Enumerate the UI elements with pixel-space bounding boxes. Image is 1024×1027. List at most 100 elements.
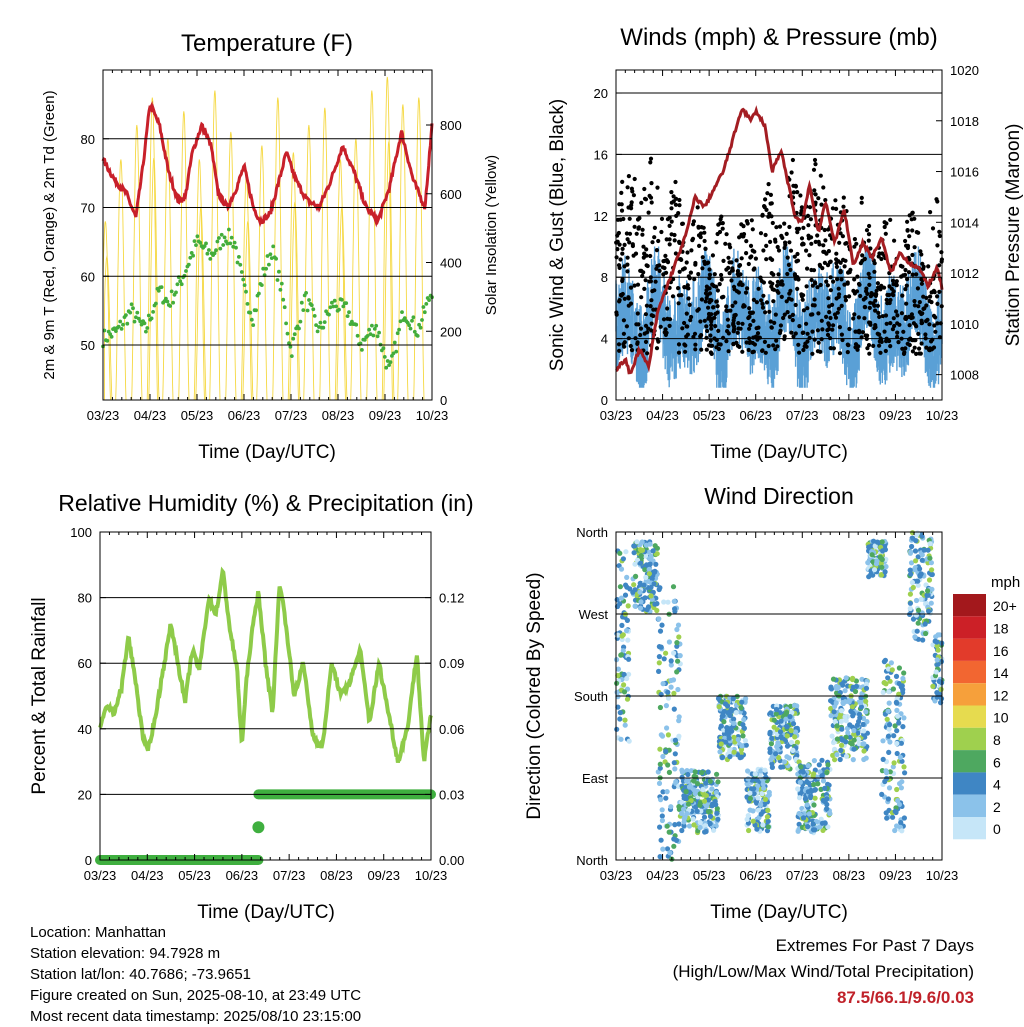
gust-point xyxy=(834,261,839,266)
direction-point xyxy=(637,589,643,595)
direction-point xyxy=(646,566,652,573)
gust-point xyxy=(676,286,681,291)
gust-point xyxy=(660,265,666,270)
dewpoint-point xyxy=(299,300,304,305)
direction-point xyxy=(894,707,900,714)
gust-point xyxy=(702,318,707,323)
gust-point xyxy=(801,225,806,230)
gust-point xyxy=(815,233,820,238)
gust-point xyxy=(686,296,691,301)
gust-point xyxy=(813,162,818,167)
gust-point xyxy=(895,330,900,335)
direction-point xyxy=(768,710,774,716)
gust-point xyxy=(896,340,901,345)
gust-point xyxy=(644,247,649,252)
direction-point xyxy=(901,815,908,821)
direction-point xyxy=(883,810,889,816)
gust-point xyxy=(741,304,746,309)
gust-point xyxy=(819,318,824,323)
direction-point xyxy=(824,796,830,802)
dewpoint-point xyxy=(354,322,359,327)
direction-point xyxy=(679,769,686,775)
direction-point xyxy=(896,801,903,808)
gust-point xyxy=(793,331,798,336)
gust-point xyxy=(618,217,623,222)
dewpoint-point xyxy=(388,360,393,364)
direction-point xyxy=(647,541,653,547)
gust-point xyxy=(885,292,890,297)
direction-point xyxy=(805,824,811,830)
gust-point xyxy=(799,208,804,213)
dewpoint-point xyxy=(249,317,254,322)
gust-point xyxy=(648,160,653,165)
gust-point xyxy=(617,298,622,303)
gust-point xyxy=(813,192,818,197)
gust-point xyxy=(894,309,899,314)
gust-point xyxy=(930,226,936,231)
direction-point xyxy=(697,802,703,808)
gust-point xyxy=(714,240,719,245)
direction-point xyxy=(664,823,670,829)
gust-point xyxy=(923,332,928,337)
direction-point xyxy=(895,713,901,719)
gust-point xyxy=(933,329,938,334)
gust-point xyxy=(842,282,847,287)
direction-point xyxy=(843,675,849,681)
direction-point xyxy=(909,579,916,586)
direction-point xyxy=(834,752,840,758)
gust-point xyxy=(693,260,698,266)
gust-point xyxy=(744,251,749,256)
gust-point xyxy=(822,260,828,265)
dewpoint-point xyxy=(149,316,154,321)
winds-ytick-label: 16 xyxy=(594,147,608,162)
gust-point xyxy=(875,303,881,308)
direction-point xyxy=(713,790,720,796)
dewpoint-point xyxy=(135,310,140,315)
winds-ytick-label: 20 xyxy=(594,86,608,101)
direction-point xyxy=(657,746,663,752)
dewpoint-point xyxy=(312,314,317,318)
gust-point xyxy=(816,311,821,316)
direction-point xyxy=(639,547,646,553)
dewpoint-point xyxy=(241,277,246,282)
gust-point xyxy=(830,206,836,211)
gust-point xyxy=(792,273,798,278)
direction-point xyxy=(878,572,885,578)
direction-point xyxy=(773,751,779,757)
gust-point xyxy=(667,223,672,228)
direction-point xyxy=(697,819,703,826)
temperature-xtick-label: 09/23 xyxy=(369,408,402,423)
direction-point xyxy=(851,746,857,752)
direction-point xyxy=(892,808,898,815)
direction-point xyxy=(769,735,775,742)
direction-point xyxy=(849,704,856,710)
gust-point xyxy=(677,197,682,203)
direction-point xyxy=(890,764,896,770)
extremes-values: 87.5/66.1/9.6/0.03 xyxy=(836,988,974,1007)
temperature-ytick-right-label: 800 xyxy=(440,118,462,133)
direction-point xyxy=(685,801,692,807)
direction-point xyxy=(761,801,768,808)
dewpoint-point xyxy=(265,254,270,258)
direction-point xyxy=(742,738,749,744)
humidity-ytick-label: 60 xyxy=(78,656,92,671)
gust-point xyxy=(644,263,649,268)
gust-point xyxy=(709,326,714,331)
gust-point xyxy=(699,347,704,352)
direction-point xyxy=(937,632,943,638)
gust-point xyxy=(739,222,744,227)
direction-point xyxy=(618,595,625,601)
direction-point xyxy=(771,724,777,730)
dewpoint-point xyxy=(362,338,367,342)
direction-point xyxy=(676,733,682,739)
direction-point xyxy=(877,554,883,560)
direction-point xyxy=(912,548,919,554)
colorbar-swatch xyxy=(953,594,986,617)
direction-point xyxy=(620,648,626,654)
gust-point xyxy=(622,296,627,301)
dewpoint-point xyxy=(304,291,308,295)
direction-point xyxy=(659,817,666,824)
gust-point xyxy=(695,308,700,313)
direction-point xyxy=(874,558,880,564)
dewpoint-point xyxy=(165,299,170,304)
